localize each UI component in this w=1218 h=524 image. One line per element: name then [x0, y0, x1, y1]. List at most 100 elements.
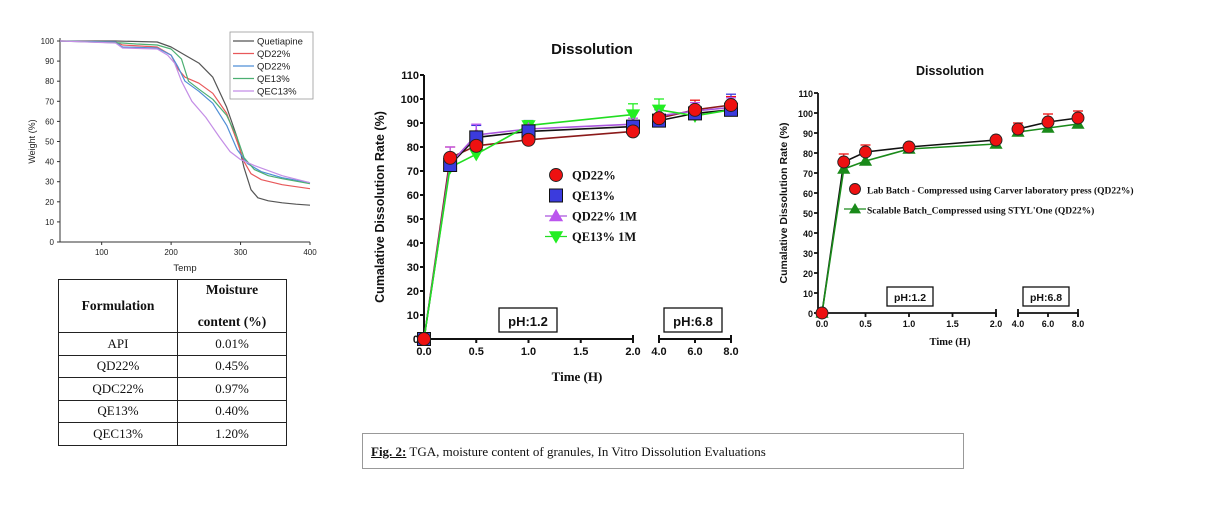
dissolution-chart-1: Dissolution 0 10 20 30 40 50 60 70 80 90 100 110 Cuma…: [373, 41, 739, 384]
legend-marker: [548, 208, 564, 222]
x-tick-label: 0.0: [816, 319, 829, 329]
series-line-qd22: [59, 40, 311, 184]
y-tick-label: 100: [798, 109, 813, 119]
formulation-cell: QDC22%: [58, 377, 178, 401]
data-point: [902, 140, 916, 154]
x-tick-label: 0.5: [469, 346, 484, 358]
y-axis-title: Weight (%): [27, 119, 37, 163]
data-point: [443, 150, 458, 165]
x-tick-label: 200: [164, 248, 178, 257]
formulation-cell: QE13%: [58, 399, 178, 423]
chart-title: Dissolution: [916, 64, 984, 78]
data-point: [626, 124, 640, 139]
caption-text: TGA, moisture content of granules, In Vi…: [406, 444, 766, 459]
x-tick-label: 1.0: [521, 346, 536, 358]
data-point: [1041, 115, 1055, 129]
data-point: [1011, 122, 1025, 136]
data-point: [625, 109, 641, 122]
legend-marker: [549, 168, 563, 182]
ph-annotation-box: [886, 286, 934, 307]
y-tick-label: 60: [407, 190, 419, 202]
x-tick-label: 8.0: [723, 346, 738, 358]
header-moisture-line2: content (%): [197, 314, 267, 329]
ph-annotation-box: [663, 307, 723, 333]
data-point: [688, 102, 702, 117]
x-tick-label: 4.0: [651, 346, 666, 358]
y-tick-label: 0: [808, 309, 813, 319]
legend-label: QD22%: [257, 49, 291, 60]
y-tick-label: 20: [407, 286, 419, 298]
dissolution-chart-2: Dissolution 0 10 20 30 40 50 60 70 80 90 100 110 Cuma…: [778, 64, 1134, 348]
caption-label: Fig. 2:: [371, 444, 407, 459]
header-moisture-line1: Moisture: [205, 282, 259, 297]
x-tick-label: 300: [234, 248, 248, 257]
y-tick-label: 110: [401, 70, 419, 82]
moisture-cell: 0.97%: [177, 377, 287, 401]
series-line-qec13: [59, 40, 311, 184]
header-formulation: Formulation: [58, 279, 178, 333]
moisture-table: Formulation Moisture content (%) API 0.01%…: [58, 279, 287, 446]
data-point: [989, 133, 1003, 147]
x-tick-label: 6.0: [687, 346, 702, 358]
moisture-cell: 1.20%: [177, 422, 287, 446]
table-row: API 0.01%: [58, 332, 287, 356]
legend-marker: [549, 188, 563, 203]
y-tick-label: 90: [803, 129, 813, 139]
legend-marker: [848, 202, 862, 214]
y-tick-label: 50: [407, 214, 419, 226]
data-point: [521, 132, 536, 147]
legend-label: QD22% 1M: [572, 210, 637, 224]
y-tick-label: 10: [407, 310, 419, 322]
legend-marker: [548, 231, 564, 244]
data-point: [858, 154, 873, 166]
x-tick-label: 1.0: [903, 319, 916, 329]
data-point: [652, 111, 666, 126]
x-tick-label: 2.0: [990, 319, 1003, 329]
series-line-qe13-1m: [423, 113, 634, 340]
y-tick-label: 0: [50, 238, 55, 247]
x-tick-label: 1.5: [946, 319, 959, 329]
data-point: [417, 332, 431, 346]
y-tick-label: 70: [45, 97, 54, 106]
legend-label: QD22%: [257, 62, 291, 73]
y-tick-label: 50: [45, 138, 54, 147]
legend-label: Quetiapine: [257, 37, 303, 48]
y-tick-label: 70: [803, 169, 813, 179]
y-tick-label: 100: [41, 37, 55, 46]
data-point: [815, 306, 829, 320]
legend-marker: [849, 183, 861, 195]
legend-label: QE13%: [572, 189, 615, 203]
figure-caption: Fig. 2: TGA, moisture content of granule…: [362, 433, 964, 469]
x-axis-title: Time (H): [930, 337, 971, 348]
legend-label: Scalable Batch_Compressed using STYL'One…: [867, 206, 1094, 217]
y-tick-label: 100: [401, 94, 419, 106]
series-line-qd22: [59, 40, 311, 190]
y-tick-label: 10: [803, 289, 813, 299]
y-tick-label: 70: [407, 166, 419, 178]
legend-label: QD22%: [572, 169, 616, 183]
header-moisture: Moisture content (%): [177, 279, 287, 333]
y-tick-label: 50: [803, 209, 813, 219]
table-row: QE13% 0.40%: [58, 399, 287, 423]
ph-annotation-label: pH:6.8: [1030, 292, 1062, 304]
table-header-row: Formulation Moisture content (%): [58, 279, 287, 333]
y-tick-label: 60: [45, 117, 54, 126]
y-tick-label: 30: [407, 262, 419, 274]
moisture-cell: 0.40%: [177, 399, 287, 423]
y-tick-label: 30: [45, 178, 54, 187]
x-tick-label: 4.0: [1012, 319, 1025, 329]
x-tick-label: 2.0: [625, 346, 640, 358]
ph-annotation-box: [498, 307, 558, 333]
formulation-cell: API: [58, 332, 178, 356]
legend-label: QEC13%: [257, 87, 297, 98]
y-tick-label: 80: [407, 142, 419, 154]
y-tick-label: 10: [45, 218, 54, 227]
y-tick-label: 30: [803, 249, 813, 259]
x-axis-title: Time (H): [552, 369, 603, 384]
legend-label: QE13% 1M: [572, 230, 636, 244]
ph-annotation-label: pH:6.8: [673, 314, 713, 329]
legend-label: Lab Batch - Compressed using Carver labo…: [867, 186, 1134, 197]
data-point: [837, 155, 851, 169]
legend-label: QE13%: [257, 74, 290, 85]
x-axis-title: Temp: [173, 263, 196, 274]
